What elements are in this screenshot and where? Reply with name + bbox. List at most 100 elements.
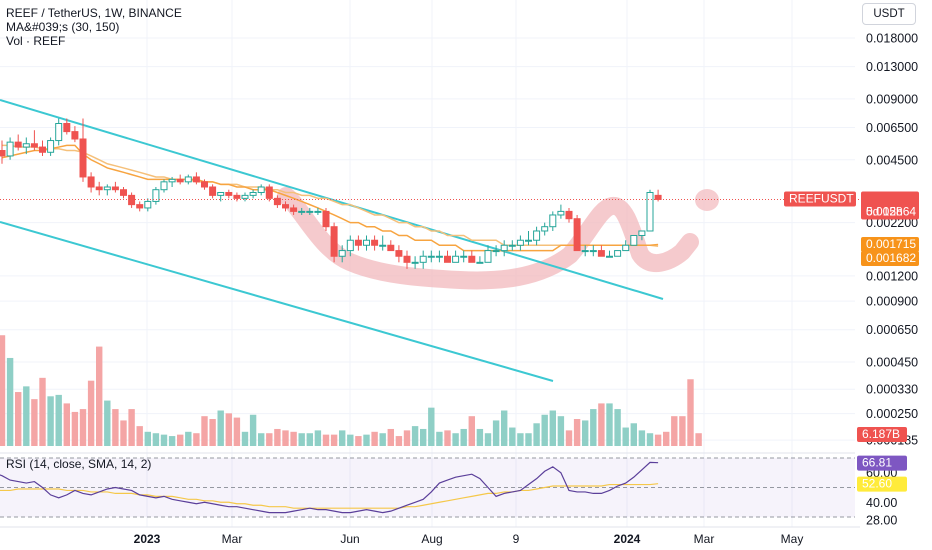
candle-body xyxy=(273,197,281,206)
symbol-legend[interactable]: REEF / TetherUS, 1W, BINANCE xyxy=(6,6,182,20)
volume-bar xyxy=(436,431,443,446)
volume-bar xyxy=(6,357,14,446)
volume-bar xyxy=(39,377,46,446)
volume-bar xyxy=(663,431,670,446)
volume-bar xyxy=(687,379,694,446)
candle-body xyxy=(346,239,354,252)
price-tick-label: 0.001200 xyxy=(866,269,918,283)
volume-bar xyxy=(549,410,556,446)
candle-body xyxy=(614,250,622,257)
rsi-badge-bg xyxy=(857,455,907,471)
volume-bar xyxy=(339,430,346,446)
volume-bar xyxy=(168,436,176,446)
rsi-line xyxy=(0,461,659,514)
candle-body xyxy=(184,176,192,183)
candle-body xyxy=(630,234,638,246)
candle-body xyxy=(63,122,71,133)
rsi-pane xyxy=(0,457,855,518)
pattern-highlight xyxy=(277,187,719,290)
currency-button[interactable]: USDT xyxy=(862,3,916,25)
candle-body xyxy=(290,207,298,212)
candle-body xyxy=(111,186,119,191)
volume-bar xyxy=(573,419,581,446)
time-axis[interactable]: 2023 Mar Jun Aug 9 2024 Mar May xyxy=(134,532,804,546)
candle-body xyxy=(460,255,468,258)
volume-bar xyxy=(452,433,459,446)
candle-body xyxy=(176,178,184,183)
price-tick-label: 0.006500 xyxy=(866,121,918,135)
price-tick-label: 0.009000 xyxy=(866,92,918,106)
candle-body xyxy=(22,143,30,148)
volume-bar xyxy=(476,428,484,446)
volume-bar xyxy=(557,416,565,446)
candle-body xyxy=(233,194,241,199)
candle-body xyxy=(435,255,443,258)
candle-body xyxy=(387,244,395,252)
rsi-badge: 66.81 xyxy=(862,456,892,470)
volume-bar xyxy=(185,431,192,446)
price-tick-label: 0.004500 xyxy=(866,153,918,167)
volume-bar xyxy=(420,428,427,446)
candle-body xyxy=(484,250,492,263)
volume-bar xyxy=(582,420,589,446)
volume-bar xyxy=(484,433,492,446)
candle-body xyxy=(638,230,646,236)
rsi-legend[interactable]: RSI (14, close, SMA, 14, 2) xyxy=(6,457,152,471)
volume-bar xyxy=(387,428,394,446)
volume-bar xyxy=(241,431,249,446)
time-tick-label: Jun xyxy=(340,532,359,546)
ma30-badge: 0.001715 xyxy=(866,237,916,251)
candle-body xyxy=(500,244,508,252)
moving-averages xyxy=(1,144,659,252)
candle-body xyxy=(541,226,549,232)
last-price-badge: 0.002864 xyxy=(866,204,916,218)
volume-bar xyxy=(347,434,354,446)
candlesticks xyxy=(0,118,662,269)
volume-bar xyxy=(225,413,232,446)
candle-body xyxy=(249,191,257,196)
volume-badge: 6.187B xyxy=(862,427,900,441)
volume-bar xyxy=(274,428,281,446)
volume-bar xyxy=(112,409,119,446)
ma150-badge-bg xyxy=(861,251,919,266)
candle-body xyxy=(201,181,208,188)
candle-body xyxy=(322,210,330,228)
volume-bar xyxy=(306,433,313,446)
rsi-ma-badge-bg xyxy=(857,476,907,492)
volume-bar xyxy=(104,400,111,446)
volume-bar xyxy=(590,409,597,446)
candle-body xyxy=(103,186,111,191)
volume-bar xyxy=(258,433,265,446)
volume-bar xyxy=(606,403,613,446)
candle-body xyxy=(55,122,63,142)
time-tick-label: 9 xyxy=(513,532,520,546)
volume-bar xyxy=(55,394,62,446)
volume-bar xyxy=(411,426,419,446)
volume-bar xyxy=(152,433,160,446)
volume-bar xyxy=(322,434,330,446)
candle-body xyxy=(427,255,435,258)
candle-body xyxy=(379,244,387,247)
candle-body xyxy=(298,210,306,213)
time-tick-label: May xyxy=(781,532,804,546)
volume-legend[interactable]: Vol · REEF xyxy=(6,34,66,48)
candle-body xyxy=(508,244,516,247)
volume-bar xyxy=(282,430,289,446)
candle-body xyxy=(225,191,233,196)
volume-bar xyxy=(565,430,573,446)
ma-legend[interactable]: MA&#039;s (30, 150) xyxy=(6,20,120,34)
candle-body xyxy=(468,255,476,263)
volume-bar xyxy=(87,380,95,446)
volume-bar xyxy=(395,436,403,446)
volume-bar xyxy=(468,416,475,446)
candle-body xyxy=(395,250,403,257)
volume-bar xyxy=(23,386,30,446)
candle-body xyxy=(209,186,217,196)
candle-body xyxy=(476,261,484,264)
candle-body xyxy=(87,176,95,188)
candle-body xyxy=(573,218,581,252)
volume-bars xyxy=(0,335,702,446)
candle-body xyxy=(354,239,362,246)
